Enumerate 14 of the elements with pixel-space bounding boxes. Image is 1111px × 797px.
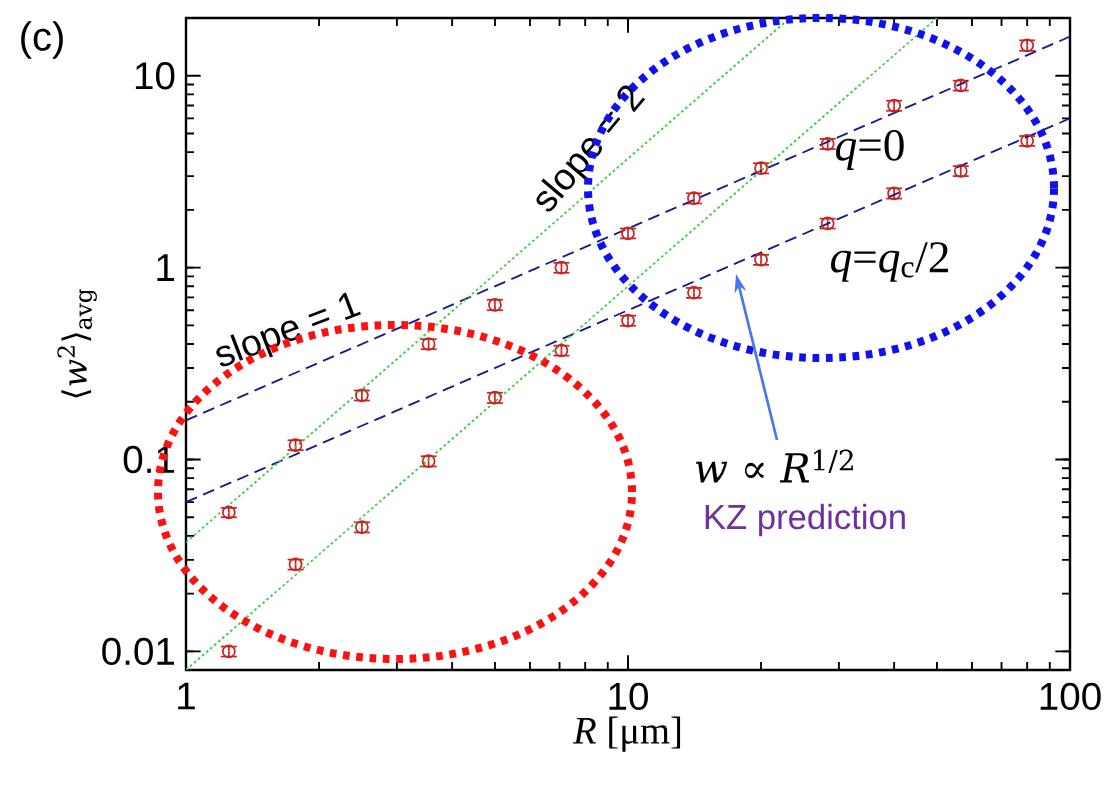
series-label: q=q$_{c}$/2 xyxy=(831,242,948,282)
x-tick-label: 100 xyxy=(1040,682,1101,711)
y-axis-title: ⟨w$^{2}$⟩$_{avg}$ xyxy=(57,288,97,398)
y-tick-label: 0.01 xyxy=(102,637,175,666)
annotation: w ∝ R$^{1/2}$ xyxy=(695,449,853,483)
x-axis-title: R [μm] xyxy=(572,716,681,752)
annotation: slope = 1 xyxy=(216,292,361,367)
chart-title: (c) xyxy=(21,21,63,59)
annotation: KZ prediction xyxy=(705,503,905,537)
y-tick-label: 10 xyxy=(135,62,175,90)
x-tick-label: 10 xyxy=(609,682,648,711)
series-label: q=0 xyxy=(836,130,904,170)
x-tick-label: 1 xyxy=(178,682,195,710)
y-tick-label: 1 xyxy=(157,254,175,281)
